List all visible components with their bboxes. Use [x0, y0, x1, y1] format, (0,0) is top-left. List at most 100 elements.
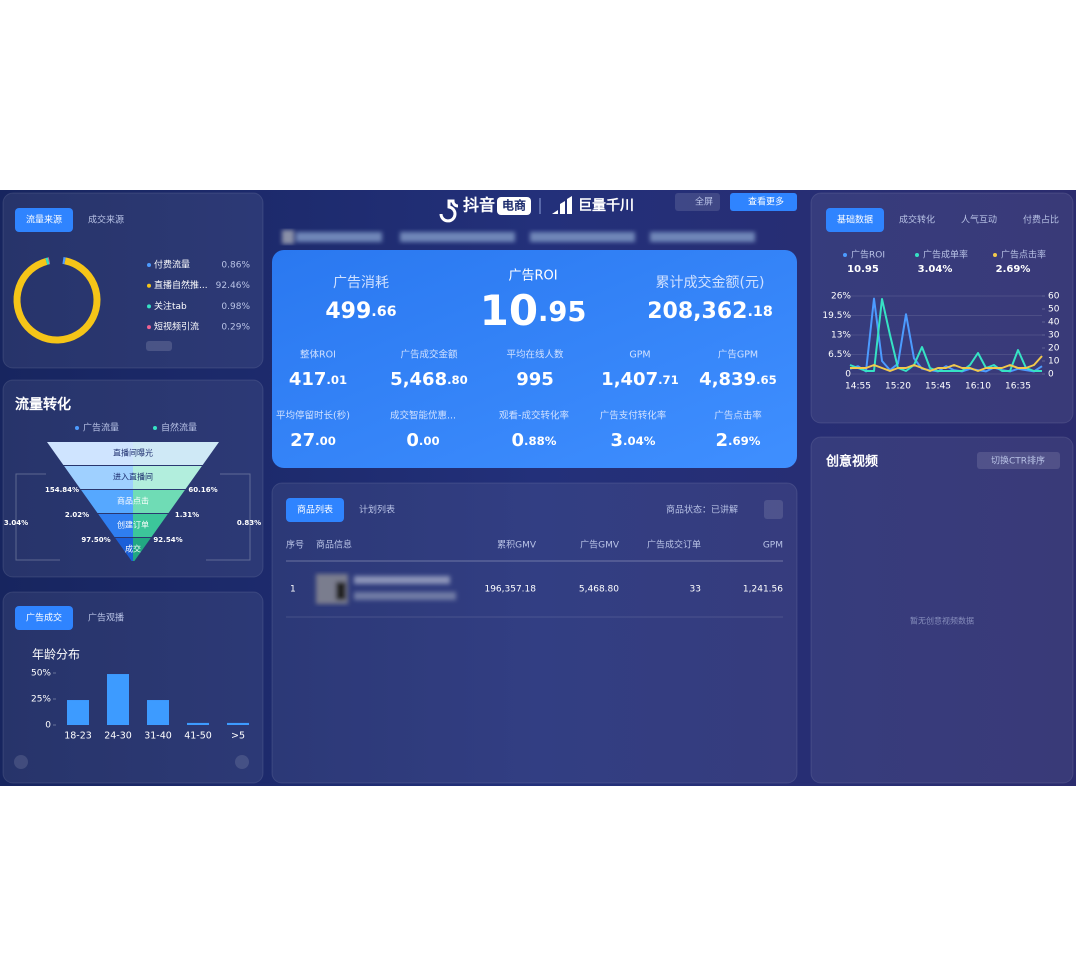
y-tick-label: 50%: [31, 669, 51, 679]
x-tick-label: 31-40: [144, 731, 172, 742]
cell: 33: [690, 585, 701, 595]
metric-value: 0.00: [406, 430, 439, 451]
legend-label: 自然流量: [161, 422, 197, 434]
creative-title: 创意视频: [825, 454, 878, 470]
rate: 97.50%: [81, 536, 110, 544]
tab[interactable]: 计划列表: [359, 504, 395, 516]
metric-value: 3.04%: [611, 430, 656, 451]
overall-rate: 0.83%: [237, 519, 261, 527]
button-label[interactable]: 切换CTR排序: [991, 455, 1045, 467]
tab-active[interactable]: [15, 606, 73, 630]
legend-value: 2.69%: [996, 264, 1031, 275]
tab-active[interactable]: [286, 498, 344, 522]
kpi-value: 10.95: [480, 286, 587, 335]
legend-label: 短视频引流: [154, 321, 199, 333]
legend-value: 92.46%: [216, 281, 251, 291]
y2-tick-label: 30: [1048, 331, 1060, 341]
product-thumb: [316, 574, 456, 604]
metric-label: 广告支付转化率: [600, 410, 667, 422]
y-tick-label: 25%: [31, 695, 51, 705]
funnel-right: [133, 538, 151, 561]
funnel-left: [115, 538, 133, 561]
tab-active[interactable]: [15, 208, 73, 232]
rate: 154.84%: [45, 486, 79, 494]
bar: [147, 700, 169, 725]
filter-label[interactable]: 商品状态：已讲解: [666, 504, 738, 516]
rate: 2.02%: [65, 511, 89, 519]
tab[interactable]: 人气互动: [961, 214, 997, 226]
legend-value: 10.95: [847, 264, 879, 275]
metric-label: 观看-成交转化率: [499, 410, 569, 422]
tab-active[interactable]: [826, 208, 884, 232]
legend-dot: [147, 304, 151, 309]
column-header: 序号: [286, 539, 304, 551]
x-tick-label: 18-23: [64, 731, 92, 742]
column-header: 广告成交订单: [647, 539, 701, 551]
bar: [67, 700, 89, 725]
tab[interactable]: 基础数据: [837, 214, 873, 226]
column-header: 累积GMV: [497, 539, 537, 551]
tab[interactable]: 成交转化: [899, 214, 935, 226]
legend-label: 关注tab: [154, 300, 187, 312]
x-tick-label: 16:10: [965, 382, 991, 392]
series-line: [850, 355, 1043, 372]
kpi-label: 广告消耗: [333, 275, 389, 291]
x-tick-label: 41-50: [184, 731, 212, 742]
panel: [271, 482, 798, 784]
partner: 巨量千川: [578, 197, 634, 214]
cell: 196,357.18: [484, 585, 536, 595]
fullscreen-button[interactable]: [675, 193, 720, 211]
badge-bg: [497, 197, 531, 215]
metric-label: GPM: [629, 350, 650, 361]
brand-badge: 电商: [502, 198, 526, 213]
cell: 1,241.56: [743, 585, 783, 595]
funnel-right: [133, 514, 168, 537]
legend-dot: [915, 253, 919, 257]
tab[interactable]: 广告观播: [88, 612, 124, 624]
rate: 1.31%: [175, 511, 199, 519]
funnel-stage: 成交: [125, 544, 141, 554]
legend-label: 广告成单率: [923, 249, 968, 261]
y2-tick-label: 50: [1048, 305, 1060, 315]
legend-label: 广告点击率: [1001, 249, 1046, 261]
button-label[interactable]: 查看更多: [748, 196, 784, 208]
sort-button[interactable]: [977, 452, 1060, 469]
scroll-right[interactable]: [235, 755, 249, 769]
partner-logo: [552, 196, 572, 214]
y-tick-label: 19.5%: [822, 311, 851, 321]
tab[interactable]: 付费占比: [1023, 214, 1059, 226]
legend-dot: [993, 253, 997, 257]
bar: [187, 722, 209, 725]
y2-tick-label: 40: [1048, 318, 1060, 328]
metric-label: 广告GPM: [718, 349, 758, 361]
tab[interactable]: 商品列表: [297, 504, 333, 516]
kpi-card: [272, 250, 797, 468]
legend-dot: [147, 283, 151, 288]
more-button[interactable]: [730, 193, 797, 211]
tab[interactable]: 广告成交: [26, 612, 62, 624]
metric-value: 4,839.65: [699, 369, 777, 390]
tab[interactable]: 流量来源: [26, 214, 62, 226]
kpi-label: 累计成交金额(元): [656, 274, 765, 291]
y-tick-label: 0: [845, 370, 851, 380]
x-tick-label: 15:20: [885, 382, 911, 392]
tab[interactable]: 成交来源: [88, 214, 124, 226]
cell: 5,468.80: [579, 585, 619, 595]
column-header: 商品信息: [316, 539, 352, 551]
y2-tick-label: 0: [1048, 370, 1054, 380]
funnel-stage: 创建订单: [117, 520, 149, 530]
button-label[interactable]: 全屏: [695, 196, 713, 208]
x-tick-label: >5: [231, 731, 245, 742]
kpi-value: 208,362.18: [647, 299, 773, 324]
legend-label: 直播自然推...: [154, 279, 208, 291]
metric-value: 2.69%: [716, 430, 761, 451]
scroll-left[interactable]: [14, 755, 28, 769]
funnel-stage: 直播间曝光: [113, 448, 153, 458]
settings-button[interactable]: [764, 500, 783, 519]
legend-label: 付费流量: [154, 259, 190, 271]
y-tick-label: 6.5%: [828, 350, 851, 360]
more-dots[interactable]: [146, 341, 172, 351]
legend-dot: [147, 263, 151, 267]
